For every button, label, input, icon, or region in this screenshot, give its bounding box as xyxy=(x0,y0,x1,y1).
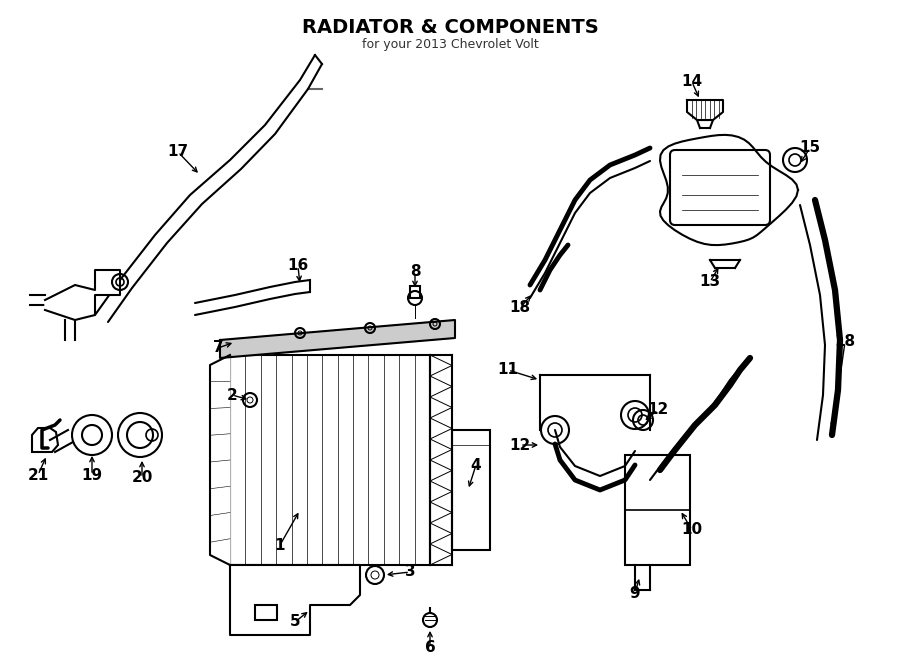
Text: 11: 11 xyxy=(498,362,518,377)
Polygon shape xyxy=(660,135,798,245)
Polygon shape xyxy=(220,320,455,358)
Text: 12: 12 xyxy=(509,438,531,453)
Text: 4: 4 xyxy=(471,457,482,473)
Text: 14: 14 xyxy=(681,75,703,89)
Text: 17: 17 xyxy=(167,145,189,159)
Bar xyxy=(255,605,277,620)
Text: 3: 3 xyxy=(405,564,415,580)
Polygon shape xyxy=(230,565,360,635)
Text: 10: 10 xyxy=(681,522,703,537)
Text: 2: 2 xyxy=(227,387,238,403)
Text: for your 2013 Chevrolet Volt: for your 2013 Chevrolet Volt xyxy=(362,38,538,51)
Text: 19: 19 xyxy=(81,467,103,483)
Text: 8: 8 xyxy=(410,264,420,280)
Text: 21: 21 xyxy=(27,467,49,483)
Text: 16: 16 xyxy=(287,258,309,274)
Text: 9: 9 xyxy=(630,586,640,600)
Polygon shape xyxy=(210,355,230,565)
Text: 18: 18 xyxy=(834,334,856,350)
Polygon shape xyxy=(45,270,120,320)
Text: 1: 1 xyxy=(274,537,285,553)
Bar xyxy=(452,430,490,550)
Polygon shape xyxy=(687,100,723,120)
Bar xyxy=(410,286,420,298)
Text: 7: 7 xyxy=(212,340,223,356)
Text: 13: 13 xyxy=(699,274,721,290)
Text: 18: 18 xyxy=(509,301,531,315)
Text: 5: 5 xyxy=(290,615,301,629)
Bar xyxy=(625,455,690,565)
Text: RADIATOR & COMPONENTS: RADIATOR & COMPONENTS xyxy=(302,18,598,37)
Text: 12: 12 xyxy=(647,403,669,418)
Text: 6: 6 xyxy=(425,641,436,656)
Text: 20: 20 xyxy=(131,471,153,485)
Bar xyxy=(230,355,430,565)
Text: 15: 15 xyxy=(799,141,821,155)
